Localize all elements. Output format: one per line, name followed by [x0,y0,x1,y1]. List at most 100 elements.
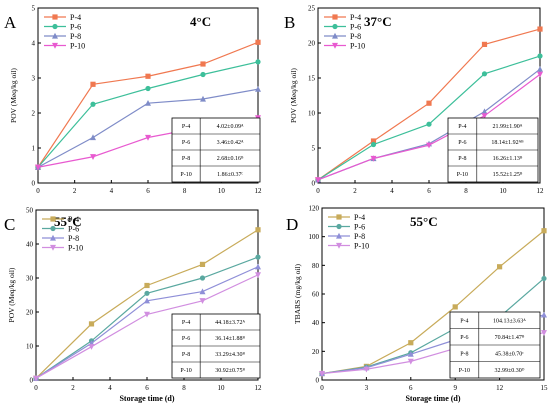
data-point [88,344,95,350]
y-tick-label: 1 [32,145,36,153]
legend: P-4P-6P-8P-10 [324,13,365,50]
legend-label: P-4 [68,215,79,224]
legend-marker [50,225,56,232]
y-tick-label: 10 [308,110,316,118]
panel-title: 37°C [364,14,392,29]
y-tick-label: 100 [309,233,320,241]
stats-table-value: 16.26±1.13ᴮ [493,156,523,162]
stats-table-value: 18.14±1.92ᴬᴮ [491,140,524,146]
data-point [145,85,151,92]
data-point [370,155,377,162]
y-tick-label: 5 [312,145,316,153]
y-axis-label: POV (Meq/kg oil) [9,68,18,123]
data-point [497,264,503,270]
data-point [145,73,151,79]
data-point [426,142,432,149]
data-point [541,275,547,282]
data-point [199,275,206,281]
data-point [541,311,547,318]
data-point [255,263,261,270]
y-tick-label: 15 [308,75,316,83]
stats-table-sample: P-6 [182,336,190,342]
x-tick-label: 6 [427,187,431,195]
legend-marker [332,42,338,49]
x-tick-label: 10 [500,187,508,195]
x-tick-label: 0 [34,384,38,392]
stats-table-value: 15.52±1.25ᴮ [493,172,523,178]
stats-table: P-4 44.18±3.72ᴬ P-6 36.14±1.88ᴮ P-8 33.29±4.3… [171,313,261,379]
stats-table-sample: P-10 [459,368,470,374]
stats-table-sample: P-6 [460,335,468,341]
legend-marker [332,23,338,30]
x-axis-label: Storage time (d) [405,394,460,403]
data-point [199,288,206,295]
legend-marker [332,14,338,20]
data-point [408,340,414,346]
data-point [144,290,150,296]
x-tick-label: 6 [146,187,150,195]
legend-label: P-4 [70,13,81,22]
data-point [481,41,488,47]
stats-table-sample: P-8 [458,156,466,162]
chart-panel-b: 0 2 4 6 8 10 12 0 5 10 15 20 25 POV (Meq/kg oil) B 37°C… [284,5,544,196]
series-p-8 [35,86,261,170]
data-point [90,134,96,141]
y-tick-label: 20 [312,348,320,356]
data-point [199,298,206,304]
stats-table-value: 32.99±0.30ᴰ [494,368,524,374]
stats-table-value: 4.02±0.09ᴬ [217,124,244,130]
data-point [144,282,150,289]
data-point [370,141,377,148]
data-point [537,71,543,78]
data-point [319,370,325,377]
y-tick-label: 4 [32,40,36,48]
legend-label: P-10 [350,41,365,50]
stats-table-value: 21.99±1.90ᴬ [492,124,522,130]
panel-title: 4°C [190,14,211,29]
data-point [255,39,261,45]
stats-table-value: 3.46±0.42ᴬ [217,140,244,146]
data-point [315,177,321,184]
y-axis-label: POV (Meq/kg oil) [7,267,16,322]
legend-marker [336,232,342,239]
panel-letter: C [4,215,15,234]
data-point [88,321,95,327]
stats-table-sample: P-10 [180,172,191,178]
x-tick-label: 12 [255,384,263,392]
legend-label: P-8 [70,32,81,41]
legend-label: P-4 [350,13,361,22]
x-tick-label: 6 [409,384,413,392]
stats-table-sample: P-8 [460,351,468,357]
data-point [199,261,206,267]
stats-table-value: 44.18±3.72ᴬ [215,320,245,326]
y-tick-label: 0 [312,180,316,188]
y-tick-label: 20 [308,40,316,48]
data-point [90,101,96,107]
data-point [452,304,458,310]
panel-letter: D [286,215,298,234]
legend-label: P-8 [68,234,79,243]
x-tick-label: 9 [453,384,457,392]
series-p-10 [33,272,261,382]
data-point [363,366,370,373]
x-tick-label: 4 [390,187,394,195]
x-tick-label: 10 [218,384,226,392]
data-point [407,358,414,365]
data-point [145,100,151,106]
data-point [426,100,432,106]
x-tick-label: 4 [108,384,112,392]
y-tick-label: 20 [26,309,34,317]
panel-letter: A [4,13,17,32]
legend: P-4P-6P-8P-10 [44,13,85,50]
x-tick-label: 12 [496,384,504,392]
legend-label: P-10 [70,41,85,50]
data-point [407,351,414,357]
stats-table: P-4 104.13±3.63ᴬ P-6 70.84±1.47ᴮ P-8 45.38±0.… [449,311,541,379]
legend-label: P-10 [68,243,83,252]
stats-table-sample: P-4 [182,320,190,326]
legend-label: P-10 [354,241,369,250]
x-tick-label: 2 [353,187,357,195]
y-tick-label: 0 [316,377,320,385]
y-tick-label: 3 [32,75,36,83]
data-point [537,65,543,72]
